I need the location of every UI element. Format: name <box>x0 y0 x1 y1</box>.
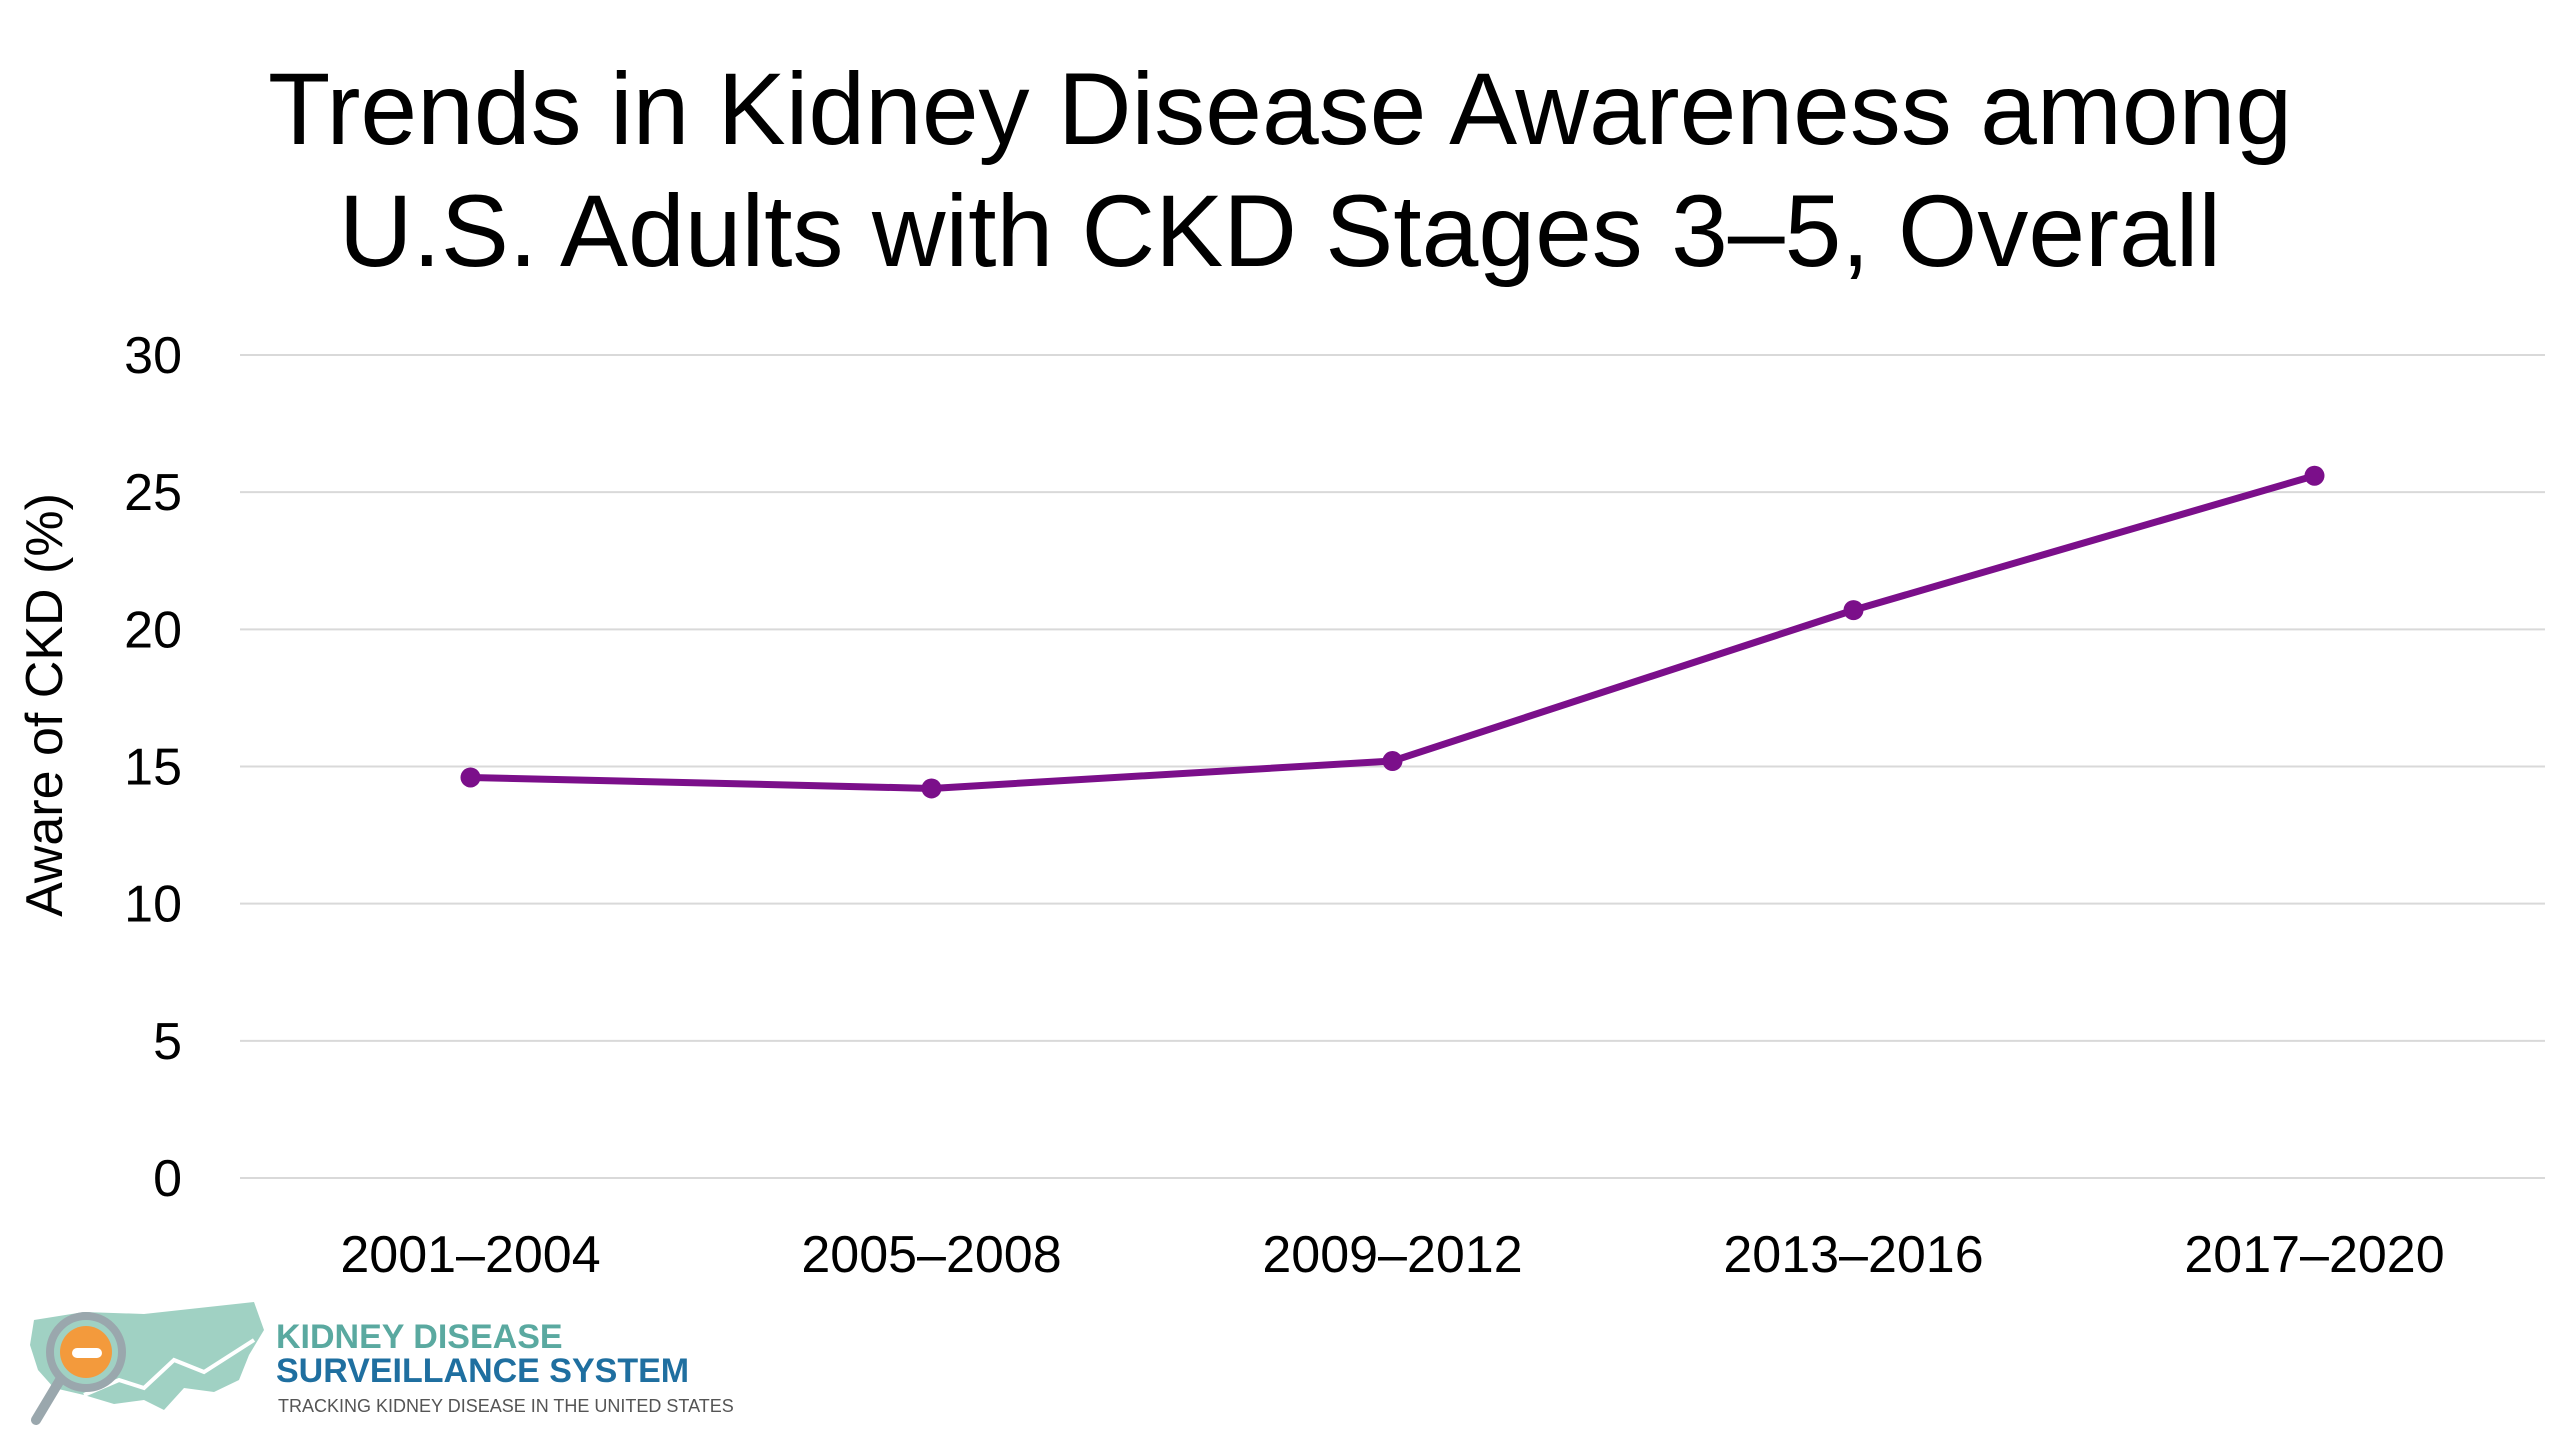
logo-line-1: KIDNEY DISEASE <box>276 1318 563 1356</box>
x-tick-label: 2017–2020 <box>2184 1226 2444 1284</box>
y-tick-label: 0 <box>153 1150 182 1208</box>
series-group <box>460 465 2325 799</box>
x-tick-label: 2005–2008 <box>801 1226 1061 1284</box>
data-point <box>1382 751 1403 772</box>
chart-title-line-1: Trends in Kidney Disease Awareness among <box>267 52 2293 166</box>
logo-line-2: SURVEILLANCE SYSTEM <box>276 1352 690 1390</box>
y-tick-label: 20 <box>124 601 182 659</box>
y-tick-label: 10 <box>124 876 182 934</box>
data-point <box>921 778 942 799</box>
x-tick-label: 2009–2012 <box>1262 1226 1522 1284</box>
data-point <box>1843 600 1864 621</box>
chart-title: Trends in Kidney Disease Awareness among… <box>0 48 2560 292</box>
logo-line-3: TRACKING KIDNEY DISEASE IN THE UNITED ST… <box>278 1396 734 1416</box>
x-tick-label: 2013–2016 <box>1723 1226 1983 1284</box>
y-axis-label: Aware of CKD (%) <box>16 493 74 917</box>
y-tick-label: 15 <box>124 739 182 797</box>
y-tick-label: 5 <box>153 1013 182 1071</box>
gridlines <box>240 354 2545 1179</box>
y-axis-ticks: 0 5 10 15 20 25 30 <box>124 327 182 1208</box>
series-line <box>470 472 2316 792</box>
data-point <box>2304 465 2325 486</box>
data-point <box>460 767 481 788</box>
x-axis-ticks: 2001–2004 2005–2008 2009–2012 2013–2016 2017… <box>340 1226 2444 1284</box>
kdss-logo: KIDNEY DISEASE SURVEILLANCE SYSTEM TRACK… <box>24 1300 744 1445</box>
y-tick-label: 30 <box>124 327 182 385</box>
us-map-magnifier-icon <box>30 1302 264 1425</box>
y-tick-label: 25 <box>124 464 182 522</box>
x-tick-label: 2001–2004 <box>340 1226 600 1284</box>
chart-title-line-2: U.S. Adults with CKD Stages 3–5, Overall <box>338 174 2222 288</box>
